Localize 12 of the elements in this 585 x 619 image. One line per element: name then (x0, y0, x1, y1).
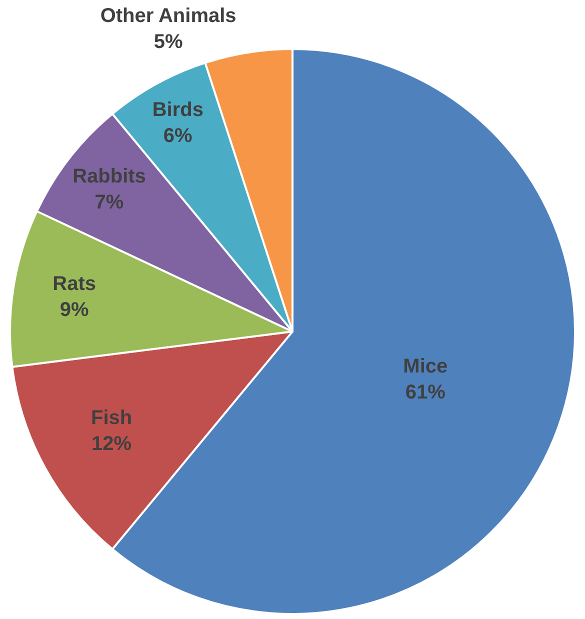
data-label: 5% (154, 31, 183, 54)
data-label: 9% (60, 298, 90, 321)
slice-label: Other Animals (100, 5, 236, 28)
slice-label: Mice (403, 355, 448, 378)
slice-label: Rabbits (72, 165, 146, 188)
data-label: 7% (94, 191, 124, 214)
slice-label: Rats (52, 272, 96, 295)
slice-label: Fish (90, 406, 132, 429)
data-label: 12% (92, 432, 132, 455)
data-label: 61% (405, 381, 446, 404)
data-label: 6% (163, 125, 193, 148)
slice-label: Birds (152, 99, 204, 122)
